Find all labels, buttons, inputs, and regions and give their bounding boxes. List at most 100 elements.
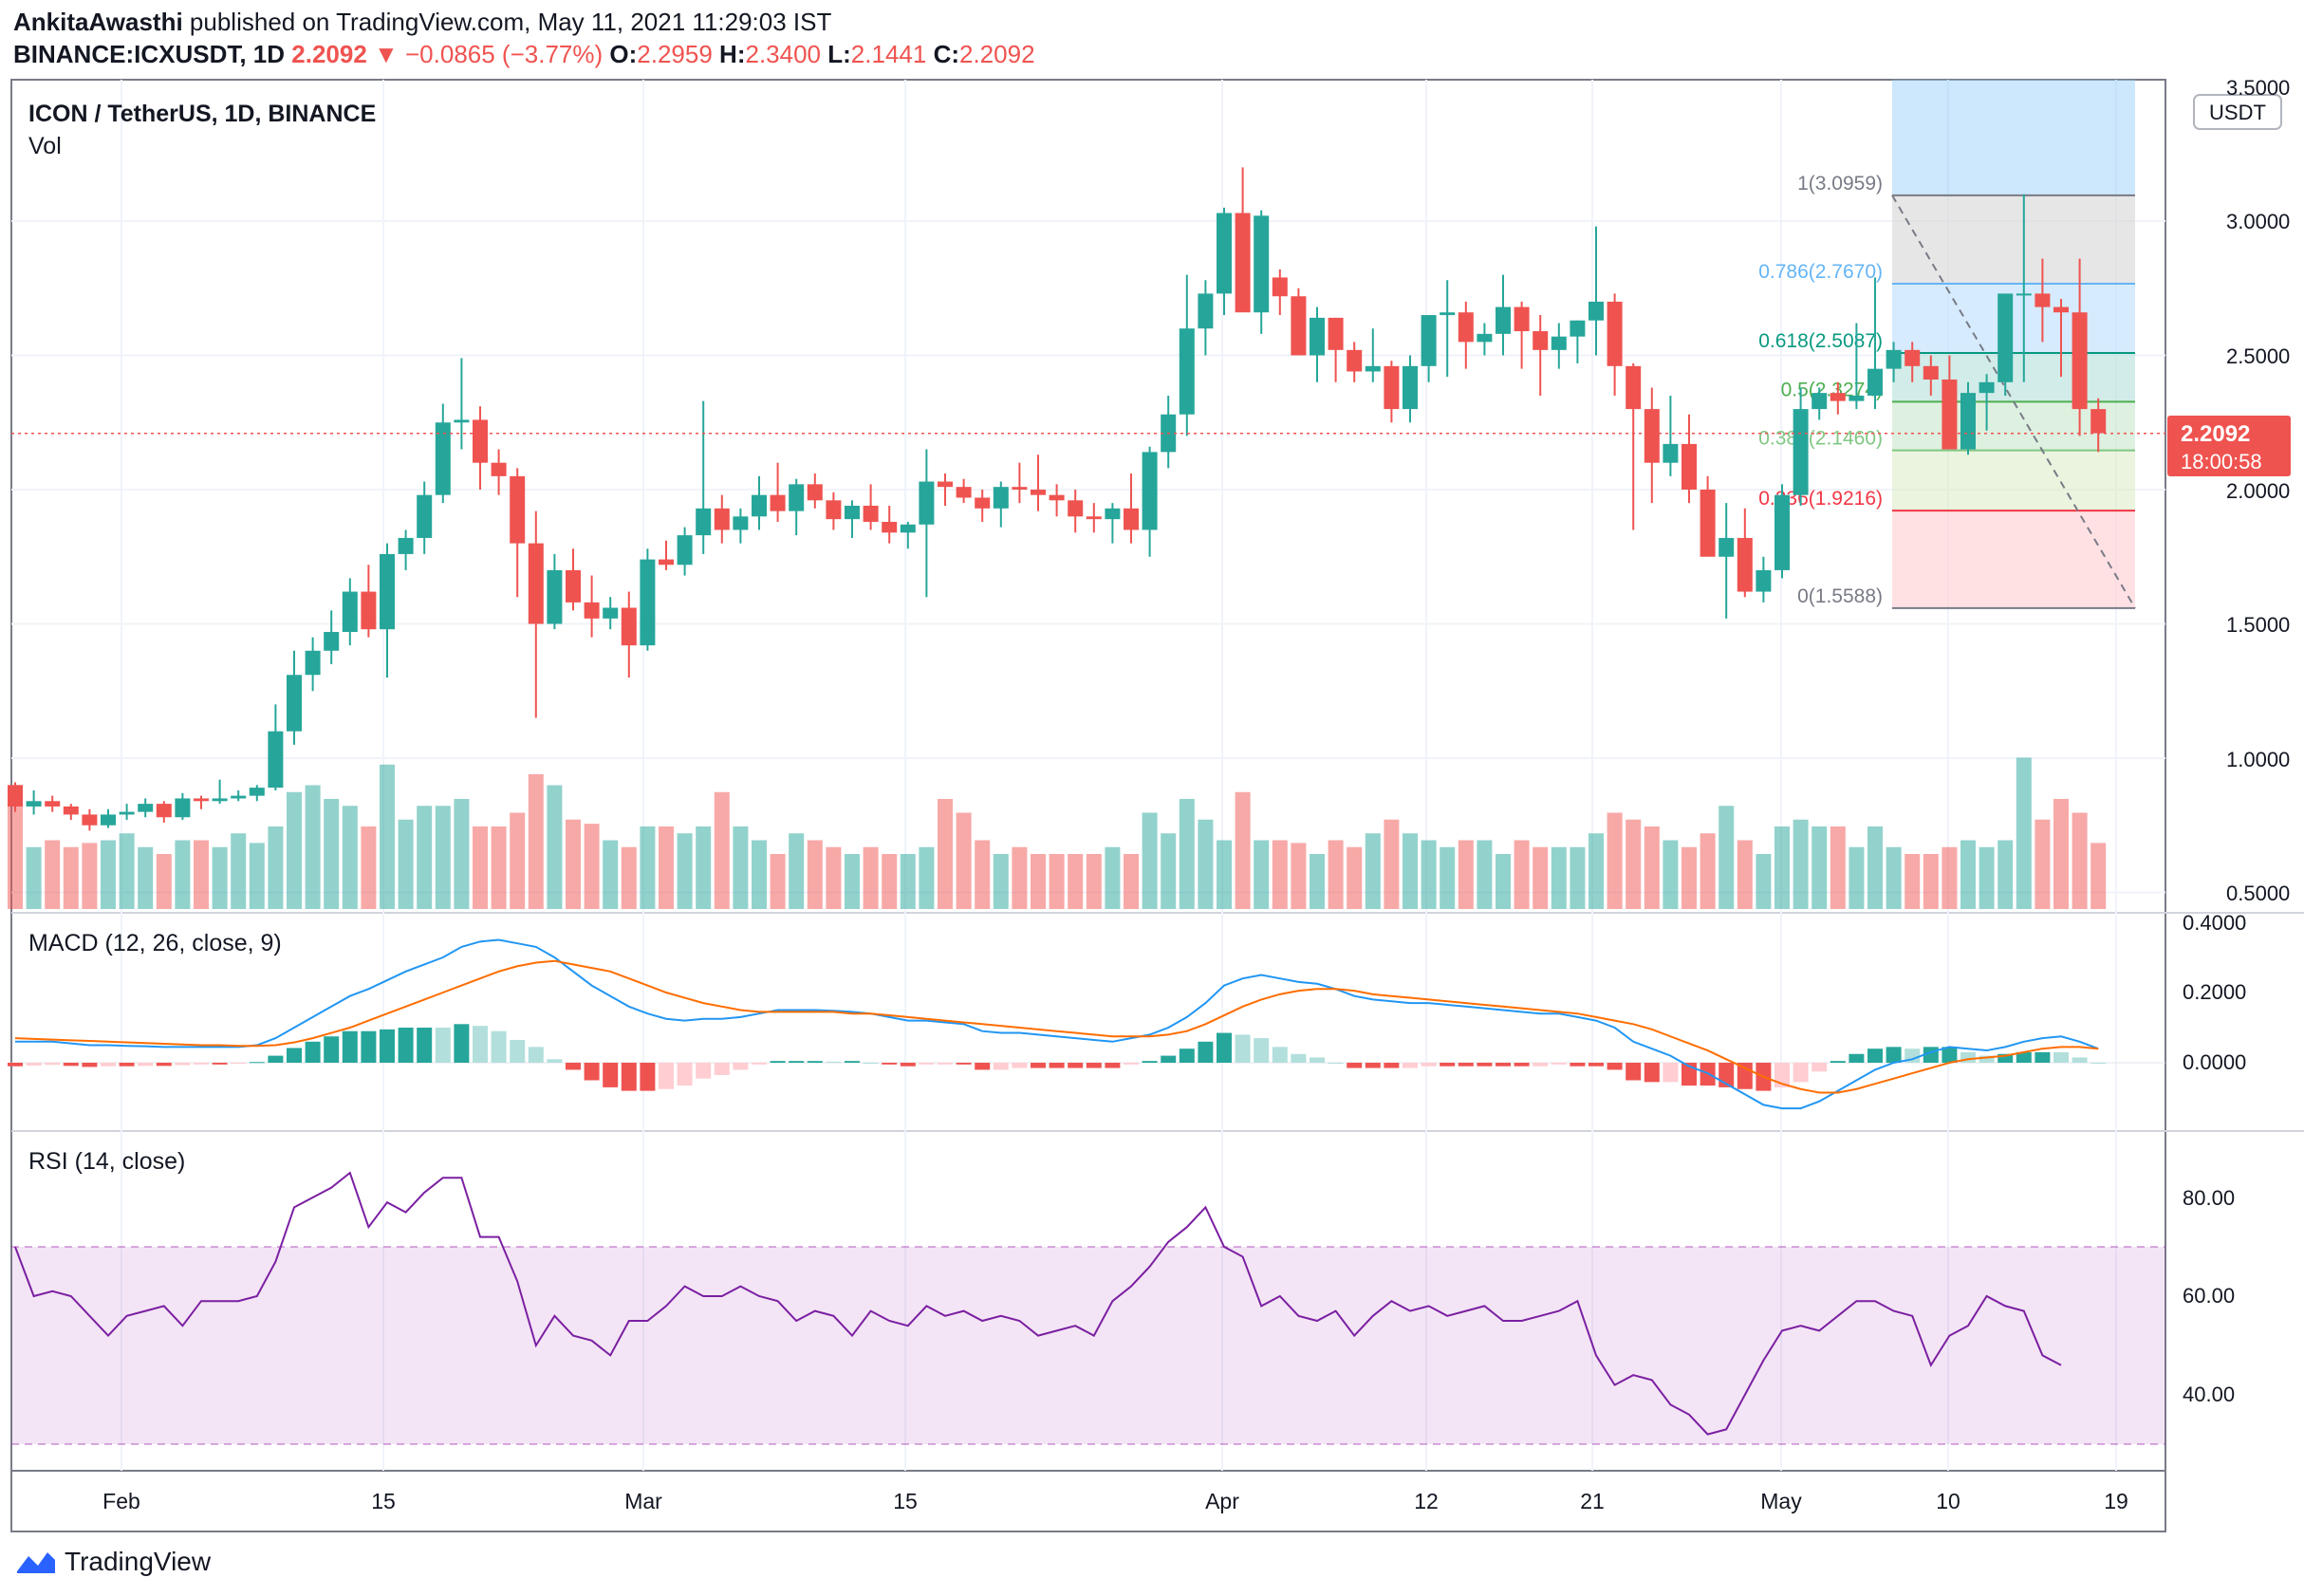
volume-bar (2053, 799, 2069, 909)
macd-histogram-bar (231, 1063, 247, 1065)
candle-body (287, 675, 302, 732)
fib-zone-fill (1892, 195, 2135, 284)
macd-histogram-bar (324, 1036, 340, 1063)
macd-histogram-bar (770, 1061, 786, 1063)
volume-bar (1142, 812, 1158, 909)
volume-bar (417, 806, 433, 909)
candle-body (677, 535, 693, 566)
candle-body (380, 553, 395, 630)
macd-histogram-bar (1272, 1047, 1288, 1063)
macd-histogram-bar (305, 1041, 321, 1063)
volume-bar (1682, 846, 1697, 909)
volume-bar (1403, 833, 1418, 909)
candle-body (1719, 537, 1735, 557)
candle-body (1105, 508, 1121, 520)
open-value: 2.2959 (637, 40, 713, 68)
macd-histogram-bar (1607, 1063, 1623, 1070)
macd-histogram-bar (1458, 1063, 1474, 1067)
price-tick: 3.0000 (2226, 210, 2290, 233)
macd-histogram-bar (1737, 1063, 1753, 1089)
open-label: O: (609, 40, 638, 68)
candle-body (1607, 301, 1623, 366)
volume-bar (305, 785, 321, 909)
macd-histogram-bar (1217, 1032, 1232, 1063)
macd-histogram-bar (621, 1063, 637, 1091)
volume-bar (1086, 854, 1102, 909)
last-price-label: 2.2092 (2181, 421, 2250, 447)
macd-tick: 0.4000 (2183, 911, 2246, 935)
volume-bar (361, 826, 377, 909)
volume-bar (473, 826, 488, 909)
candle-body (1849, 395, 1865, 401)
rsi-band (11, 1247, 2165, 1444)
time-tick: May (1760, 1489, 1802, 1513)
volume-bar (1849, 846, 1865, 909)
candle-body (510, 475, 526, 544)
candle-body (1626, 365, 1642, 410)
author-name[interactable]: AnkitaAwasthi (13, 8, 183, 36)
volume-bar (1719, 806, 1735, 909)
candle-body (1533, 331, 1549, 350)
volume-bar (584, 824, 600, 909)
macd-histogram-bar (491, 1030, 507, 1063)
macd-histogram-bar (510, 1039, 526, 1063)
volume-bar (1514, 840, 1530, 909)
volume-bar (975, 840, 991, 909)
price-tick: 1.5000 (2226, 613, 2290, 637)
macd-histogram-bar (1514, 1063, 1530, 1067)
volume-bar (1384, 819, 1400, 909)
last-price-badge (2167, 416, 2291, 476)
macd-histogram-bar (1867, 1049, 1883, 1063)
volume-bar (101, 840, 116, 909)
macd-axis[interactable]: 0.4000 0.2000 0.0000 (2183, 911, 2246, 1074)
candle-body (194, 798, 209, 802)
price-axis[interactable]: 3.5000 3.0000 2.5000 2.0000 1.5000 1.000… (2226, 76, 2290, 905)
tradingview-logo[interactable]: TradingView (15, 1547, 211, 1577)
volume-bar (8, 799, 23, 909)
volume-bar (119, 833, 135, 909)
candle-body (528, 543, 544, 624)
volume-bar (1607, 812, 1623, 909)
macd-histogram-bar (1142, 1061, 1158, 1063)
macd-pane-title: MACD (12, 26, close, 9) (28, 930, 282, 956)
candle-body (1496, 306, 1511, 334)
volume-bar (1421, 840, 1437, 909)
macd-histogram-bar (175, 1063, 191, 1066)
volume-bar (194, 840, 209, 909)
candle-body (1682, 443, 1697, 490)
fib-zone-fill (1892, 450, 2135, 511)
volume-bar (1049, 854, 1065, 909)
candle-body (435, 422, 451, 495)
candle-body (324, 631, 340, 651)
macd-tick: 0.0000 (2183, 1050, 2246, 1074)
macd-histogram-bar (1533, 1063, 1549, 1067)
macd-histogram-bar (1886, 1047, 1902, 1063)
macd-histogram-bar (1663, 1063, 1679, 1083)
low-label: L: (827, 40, 851, 68)
macd-histogram-bar (1049, 1063, 1065, 1068)
candle-body (268, 731, 284, 789)
volume-bar (1589, 833, 1604, 909)
time-axis[interactable]: Feb 15 Mar 15 Apr 12 21 May 10 19 (102, 1489, 2128, 1513)
fib-zone-fill (1892, 510, 2135, 608)
macd-histogram-bar (1347, 1063, 1363, 1068)
currency-badge[interactable] (2193, 94, 2282, 130)
candle-body (1310, 317, 1325, 356)
candle-body (714, 508, 730, 530)
price-tick: 3.5000 (2226, 76, 2290, 100)
volume-bar (1272, 840, 1288, 909)
candle-body (938, 481, 953, 488)
candle-body (770, 494, 786, 511)
macd-histogram-bar (26, 1063, 42, 1066)
rsi-axis[interactable]: 80.00 60.00 40.00 (2183, 1186, 2235, 1406)
volume-bar (1365, 833, 1381, 909)
high-value: 2.3400 (745, 40, 822, 68)
volume-bar (677, 833, 693, 909)
volume-bar (2035, 819, 2051, 909)
macd-histogram-bar (789, 1061, 805, 1063)
candle-body (8, 785, 23, 807)
macd-histogram-bar (1068, 1063, 1084, 1068)
volume-bar (212, 846, 228, 909)
macd-histogram-bar (2053, 1051, 2069, 1063)
